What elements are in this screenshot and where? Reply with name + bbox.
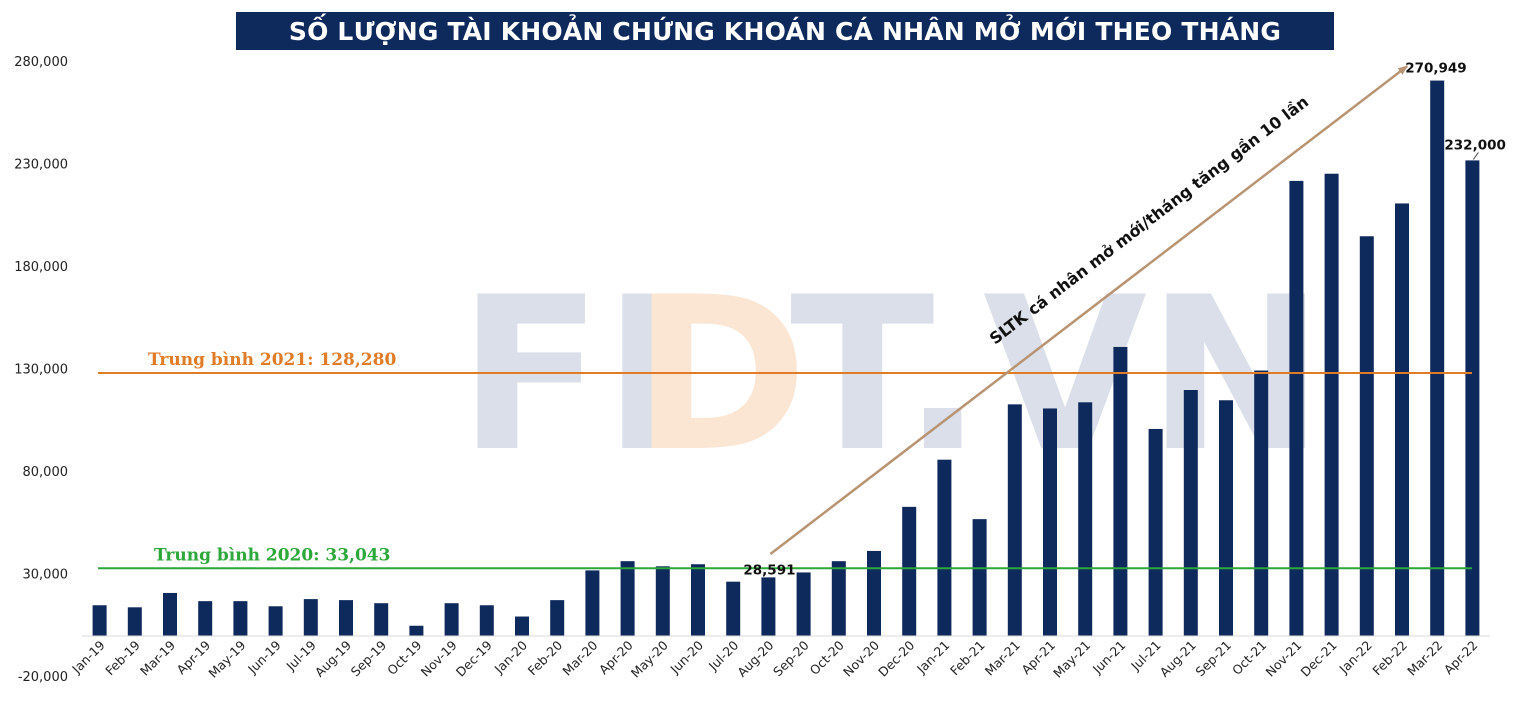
x-tick-label: Aug-21: [1157, 638, 1199, 680]
bar-feb-19: [127, 607, 142, 636]
bar-apr-22: [1465, 160, 1480, 636]
bar-may-19: [233, 601, 248, 636]
x-tick-label: May-19: [205, 637, 248, 680]
bar-jul-19: [303, 599, 318, 636]
y-tick-label: 80,000: [23, 465, 69, 480]
bar-apr-20: [620, 561, 635, 636]
x-tick-label: Apr-22: [1441, 638, 1481, 678]
y-tick-label: -20,000: [18, 670, 68, 685]
chart-title: SỐ LƯỢNG TÀI KHOẢN CHỨNG KHOÁN CÁ NHÂN M…: [236, 12, 1334, 50]
data-label-mar-22: 270,949: [1405, 61, 1467, 77]
x-tick-label: Sep-20: [770, 637, 812, 679]
bar-aug-21: [1183, 390, 1198, 636]
bar-may-20: [655, 566, 670, 636]
y-tick-label: 30,000: [23, 568, 69, 583]
reference-lines: Trung bình 2021: 128,280 Trung bình 2020:…: [98, 350, 1472, 570]
x-tick-label: Nov-20: [840, 637, 882, 679]
bar-nov-20: [867, 550, 881, 636]
bar-sep-21: [1219, 400, 1233, 636]
bar-sep-19: [374, 603, 389, 636]
x-tick-label: Mar-22: [1404, 638, 1445, 679]
x-tick-label: Feb-22: [1369, 638, 1410, 679]
bar-jan-20: [515, 616, 529, 636]
bar-apr-19: [198, 601, 213, 636]
x-tick-label: Oct-21: [1229, 638, 1269, 678]
bar-aug-19: [339, 600, 353, 636]
reference-label-avg-2021: Trung bình 2021: 128,280: [148, 350, 396, 370]
x-tick-label: Dec-21: [1298, 638, 1340, 680]
x-tick-label: Jan-20: [491, 637, 530, 676]
y-tick-label: 180,000: [14, 260, 68, 275]
reference-label-avg-2020: Trung bình 2020: 33,043: [154, 545, 390, 565]
bar-jan-22: [1359, 236, 1374, 636]
data-label-aug-20: 28,591: [743, 562, 795, 578]
x-tick-label: Feb-21: [947, 638, 988, 679]
bar-oct-20: [831, 561, 846, 636]
bar-feb-21: [972, 519, 987, 636]
watermark: FI D T.VN: [458, 251, 1324, 498]
bar-nov-19: [444, 603, 459, 636]
x-tick-label: Nov-21: [1262, 638, 1304, 680]
bar-dec-20: [902, 506, 917, 636]
bar-jan-21: [937, 459, 952, 636]
data-label-leader: [1472, 152, 1479, 160]
y-tick-label: 130,000: [14, 363, 68, 378]
x-tick-label: Jun-21: [1089, 638, 1129, 678]
bar-oct-21: [1254, 370, 1269, 636]
bar-oct-19: [409, 625, 424, 636]
y-tick-label: 230,000: [14, 158, 68, 173]
x-tick-label: Jan-22: [1336, 638, 1375, 677]
bar-may-21: [1078, 402, 1093, 636]
x-tick-label: Oct-20: [807, 637, 847, 677]
x-tick-label: Mar-21: [982, 638, 1023, 679]
watermark-mid: D: [632, 251, 808, 498]
bar-feb-20: [550, 600, 565, 636]
x-tick-label: Feb-20: [525, 637, 566, 678]
data-labels: 28,591 270,949 232,000: [743, 61, 1506, 579]
watermark-right: T.VN: [790, 251, 1324, 498]
bar-jun-21: [1113, 346, 1128, 636]
x-tick-label: Feb-19: [102, 637, 143, 678]
bar-jul-21: [1148, 428, 1163, 636]
bar-dec-19: [479, 605, 494, 636]
x-tick-label: Mar-20: [559, 637, 600, 678]
bar-mar-22: [1430, 80, 1445, 636]
x-tick-label: Jun-19: [244, 637, 284, 677]
x-tick-label: Aug-19: [312, 637, 354, 679]
x-tick-label: Dec-19: [453, 637, 495, 679]
y-axis: -20,000 30,000 80,000 130,000 180,000 230,000…: [14, 55, 68, 685]
x-tick-label: Aug-20: [734, 637, 776, 679]
bar-mar-21: [1007, 404, 1022, 636]
bar-apr-21: [1043, 408, 1057, 636]
x-tick-label: Jun-20: [667, 637, 707, 677]
y-tick-label: 280,000: [14, 55, 68, 70]
bar-jun-19: [268, 606, 283, 636]
watermark-left: FI: [458, 251, 682, 498]
bar-sep-20: [796, 572, 811, 636]
bar-mar-19: [163, 592, 177, 636]
x-tick-label: Jan-21: [913, 638, 952, 677]
trend-arrow: [769, 65, 1408, 555]
x-tick-label: May-20: [628, 637, 671, 680]
x-tick-label: Dec-20: [875, 637, 917, 679]
bar-jul-20: [726, 581, 741, 636]
x-tick-label: Mar-19: [137, 637, 178, 678]
x-tick-label: May-21: [1050, 638, 1093, 681]
bar-jan-19: [92, 605, 107, 636]
bar-nov-21: [1289, 180, 1304, 636]
bar-aug-20: [761, 577, 776, 636]
bar-feb-22: [1395, 203, 1409, 636]
bars: [92, 80, 1480, 636]
x-tick-label: Sep-21: [1192, 638, 1234, 680]
x-tick-label: Jan-19: [68, 637, 107, 676]
bar-mar-20: [585, 570, 600, 636]
x-tick-label: Sep-19: [348, 637, 390, 679]
x-tick-label: Nov-19: [418, 637, 460, 679]
bar-jun-20: [691, 564, 705, 636]
x-tick-label: Oct-19: [384, 637, 424, 677]
bar-dec-21: [1324, 173, 1339, 636]
data-label-apr-22: 232,000: [1444, 137, 1506, 153]
